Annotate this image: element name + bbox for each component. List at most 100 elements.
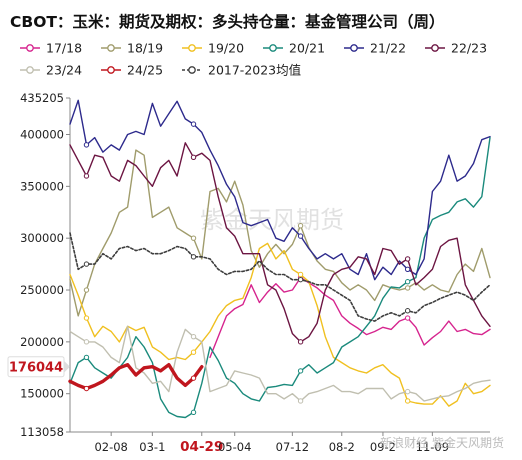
legend-swatch-marker [107, 66, 115, 74]
legend-label: 20/21 [289, 41, 325, 56]
legend-swatch-marker [431, 44, 439, 52]
legend-swatch-marker [26, 66, 34, 74]
series-2 [69, 149, 491, 317]
series-point [404, 388, 411, 395]
legend-item: 21/22 [344, 41, 406, 56]
legend-swatch-marker [107, 44, 115, 52]
footer-watermark: 新浪财经 紫金天风期货 [380, 435, 504, 450]
series-point [190, 375, 197, 381]
series-point [297, 339, 304, 345]
series-point [404, 285, 411, 291]
series-point [404, 266, 411, 272]
legend-label: 24/25 [127, 63, 163, 78]
legend-swatch-marker [26, 44, 34, 52]
series-point [297, 398, 304, 404]
legend-swatch-marker [350, 44, 358, 52]
series-point [83, 354, 90, 361]
series-point [83, 261, 90, 267]
series-line [69, 99, 491, 281]
y-tick-label: 113058 [20, 425, 64, 439]
legend-swatch-marker [188, 66, 196, 74]
series-line [69, 149, 491, 317]
legend-label: 21/22 [370, 41, 406, 56]
y-tick-label: 150000 [20, 387, 64, 401]
series-5 [69, 99, 491, 281]
series-point [404, 315, 411, 321]
legend-item: 18/19 [101, 41, 163, 56]
series-point [404, 308, 411, 314]
series-point [190, 333, 197, 340]
chart-title: CBOT：玉米：期货及期权：多头持仓量：基金管理公司（周） [10, 12, 444, 31]
series-7 [69, 325, 491, 404]
marker-label: 176044 [9, 361, 63, 376]
current-value-marker: 176044 [7, 356, 70, 378]
series-8 [68, 363, 204, 392]
legend-label: 22/23 [451, 41, 487, 56]
series-point [83, 339, 90, 345]
x-tick-label: 03-1 [139, 440, 165, 454]
series-point [190, 349, 197, 355]
series-point [190, 121, 197, 127]
series-point [297, 368, 304, 374]
series-point [83, 287, 90, 293]
y-tick-label: 300000 [20, 231, 64, 245]
legend-swatch-marker [269, 44, 277, 52]
legend-label: 19/20 [208, 41, 244, 56]
series-line [209, 276, 491, 359]
legend: 17/18 18/19 19/20 20/21 21/22 22/23 23/24 24/25… [20, 41, 487, 78]
x-tick-label: 08-2 [329, 440, 355, 454]
series-point [83, 315, 90, 321]
legend-item: 19/20 [182, 41, 244, 56]
series-line [69, 242, 491, 407]
y-tick-label: 400000 [20, 128, 64, 142]
y-tick-label: 200000 [20, 335, 64, 349]
series-point [83, 385, 90, 392]
series-3 [69, 242, 491, 407]
series-6 [69, 142, 491, 345]
legend-item: 17/18 [20, 41, 82, 56]
legend-label: 2017-2023均值 [208, 63, 301, 78]
legend-label: 17/18 [46, 41, 82, 56]
x-tick-label: 05-04 [218, 440, 251, 454]
series-line [69, 325, 491, 402]
series-point [297, 271, 304, 278]
legend-item: 2017-2023均值 [182, 63, 301, 78]
series-9 [69, 232, 491, 322]
x-tick-label: 07-12 [276, 440, 309, 454]
series-point [190, 254, 197, 260]
series-point [297, 223, 304, 229]
series-line [69, 142, 491, 343]
series-point [190, 154, 197, 161]
series-point [190, 409, 197, 416]
series-point [190, 235, 197, 241]
legend-swatch-marker [188, 44, 196, 52]
legend-item: 22/23 [425, 41, 487, 56]
legend-item: 23/24 [20, 63, 82, 78]
series-point [297, 276, 304, 283]
x-tick-label: 02-08 [94, 440, 127, 454]
series-point [404, 256, 411, 262]
series-point [297, 233, 304, 239]
series-line [68, 363, 204, 391]
series-line [69, 136, 491, 419]
series-point [404, 279, 411, 285]
x-tick-label: 11-09 [416, 440, 449, 454]
series-point [83, 173, 90, 179]
series-line [69, 232, 491, 322]
legend-item: 24/25 [101, 63, 163, 78]
series-4 [69, 136, 491, 419]
x-tick-label: 09-2 [370, 440, 396, 454]
series-1 [209, 274, 491, 359]
x-tick-label: 04-29 [180, 439, 223, 455]
legend-label: 18/19 [127, 41, 163, 56]
y-tick-label: 250000 [20, 283, 64, 297]
legend-item: 20/21 [263, 41, 325, 56]
marker-pointer [64, 360, 70, 373]
series-point [404, 398, 411, 404]
plot-area: 紫金天风期货1130581500002000002500003000003500… [7, 91, 504, 455]
legend-label: 23/24 [46, 63, 82, 78]
y-tick-label: 350000 [20, 179, 64, 193]
y-tick-label: 435205 [20, 91, 64, 105]
series-point [83, 142, 90, 148]
